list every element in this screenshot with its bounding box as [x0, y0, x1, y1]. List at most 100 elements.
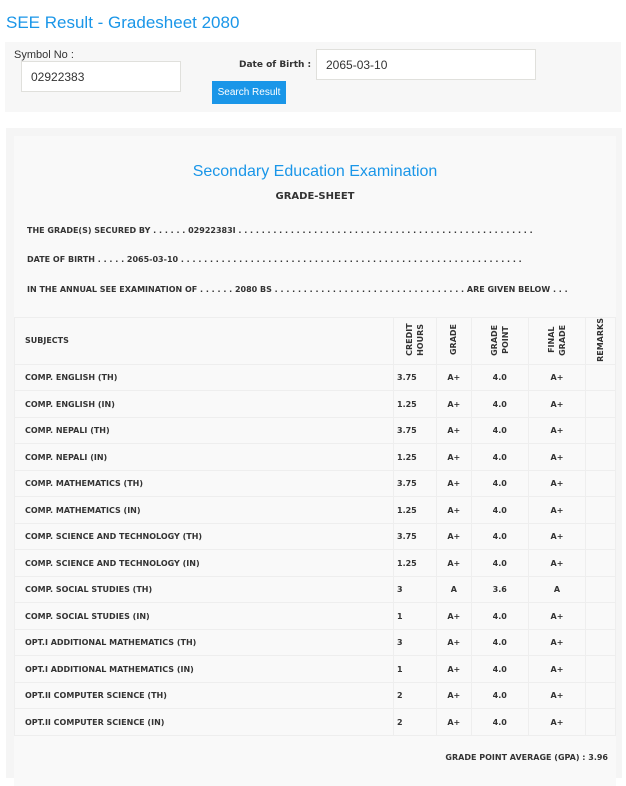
dob-label: Date of Birth : [239, 60, 312, 70]
cell-final: A+ [527, 363, 587, 392]
table-row: COMP. ENGLISH (TH) 3.75 A+ 4.0 A+ [14, 363, 616, 392]
cell-credit: 3.75 [393, 363, 437, 392]
cell-point: 4.0 [470, 522, 529, 551]
cell-final: A+ [527, 628, 587, 657]
cell-subject: COMP. ENGLISH (IN) [14, 390, 394, 418]
cell-grade: A+ [436, 469, 472, 498]
cell-credit: 1 [393, 602, 437, 630]
table-row: COMP. ENGLISH (IN) 1.25 A+ 4.0 A+ [14, 390, 616, 418]
cell-remarks [585, 363, 616, 392]
table-row: COMP. SOCIAL STUDIES (TH) 3 A 3.6 A [14, 575, 616, 604]
gradesheet: Secondary Education Examination GRADE-SH… [14, 136, 616, 786]
cell-credit: 1.25 [393, 390, 437, 418]
column-header-label: CREDIT HOURS [405, 323, 425, 357]
search-result-button[interactable]: Search Result [212, 81, 286, 104]
gradesheet-heading: GRADE-SHEET [275, 191, 355, 202]
exam-line: IN THE ANNUAL SEE EXAMINATION OF . . . .… [27, 285, 568, 294]
cell-grade: A+ [436, 522, 472, 551]
cell-subject: COMP. NEPALI (IN) [14, 443, 394, 471]
cell-remarks [585, 575, 616, 604]
column-header: GRADE POINT [470, 317, 529, 365]
cell-remarks [585, 602, 616, 630]
table-row: COMP. SCIENCE AND TECHNOLOGY (TH) 3.75 A+ 4… [14, 522, 616, 551]
cell-grade: A+ [436, 628, 472, 657]
cell-final: A+ [527, 416, 587, 445]
cell-subject: COMP. MATHEMATICS (TH) [14, 469, 394, 498]
cell-subject: OPT.II COMPUTER SCIENCE (TH) [14, 681, 394, 710]
table-row: COMP. NEPALI (IN) 1.25 A+ 4.0 A+ [14, 443, 616, 471]
table-row: OPT.II COMPUTER SCIENCE (IN) 2 A+ 4.0 A+ [14, 708, 616, 736]
cell-grade: A+ [436, 655, 472, 683]
cell-subject: COMP. SCIENCE AND TECHNOLOGY (TH) [14, 522, 394, 551]
cell-final: A+ [527, 496, 587, 524]
cell-grade: A+ [436, 681, 472, 710]
cell-credit: 2 [393, 708, 437, 736]
cell-remarks [585, 681, 616, 710]
cell-remarks [585, 469, 616, 498]
cell-credit: 3.75 [393, 416, 437, 445]
cell-point: 4.0 [470, 628, 529, 657]
cell-remarks [585, 496, 616, 524]
cell-final: A+ [527, 469, 587, 498]
symbol-label: Symbol No : [14, 49, 74, 61]
cell-subject: OPT.II COMPUTER SCIENCE (IN) [14, 708, 394, 736]
cell-credit: 1 [393, 655, 437, 683]
table-row: COMP. MATHEMATICS (IN) 1.25 A+ 4.0 A+ [14, 496, 616, 524]
cell-point: 4.0 [470, 655, 529, 683]
cell-subject: COMP. SOCIAL STUDIES (TH) [14, 575, 394, 604]
cell-credit: 3.75 [393, 469, 437, 498]
cell-grade: A+ [436, 363, 472, 392]
cell-subject: COMP. SCIENCE AND TECHNOLOGY (IN) [14, 549, 394, 577]
page-title: SEE Result - Gradesheet 2080 [6, 13, 240, 32]
cell-grade: A+ [436, 708, 472, 736]
secured-by-line: THE GRADE(S) SECURED BY . . . . . . 0292… [27, 226, 533, 235]
cell-subject: COMP. MATHEMATICS (IN) [14, 496, 394, 524]
cell-point: 4.0 [470, 602, 529, 630]
cell-subject: COMP. ENGLISH (TH) [14, 363, 394, 392]
cell-point: 4.0 [470, 681, 529, 710]
cell-final: A [527, 575, 587, 604]
cell-final: A+ [527, 602, 587, 630]
cell-remarks [585, 416, 616, 445]
cell-credit: 3 [393, 628, 437, 657]
cell-grade: A [436, 575, 472, 604]
cell-credit: 3.75 [393, 522, 437, 551]
table-row: OPT.I ADDITIONAL MATHEMATICS (TH) 3 A+ 4.0 A… [14, 628, 616, 657]
column-header: GRADE [436, 317, 472, 365]
cell-remarks [585, 655, 616, 683]
cell-final: A+ [527, 655, 587, 683]
table-row: COMP. MATHEMATICS (TH) 3.75 A+ 4.0 A+ [14, 469, 616, 498]
cell-remarks [585, 628, 616, 657]
cell-final: A+ [527, 443, 587, 471]
cell-remarks [585, 708, 616, 736]
cell-remarks [585, 522, 616, 551]
column-header: FINAL GRADE [527, 317, 587, 365]
cell-subject: OPT.I ADDITIONAL MATHEMATICS (TH) [14, 628, 394, 657]
cell-point: 3.6 [470, 575, 529, 604]
cell-credit: 3 [393, 575, 437, 604]
grades-table: SUBJECTS CREDIT HOURS GRADE GRADE POINT FINA… [14, 317, 616, 736]
cell-credit: 2 [393, 681, 437, 710]
cell-remarks [585, 549, 616, 577]
cell-grade: A+ [436, 602, 472, 630]
cell-final: A+ [527, 390, 587, 418]
cell-subject: OPT.I ADDITIONAL MATHEMATICS (IN) [14, 655, 394, 683]
symbol-input[interactable]: 02922383 [21, 61, 181, 92]
column-header-label: REMARKS [596, 318, 606, 362]
table-row: OPT.I ADDITIONAL MATHEMATICS (IN) 1 A+ 4.0 A… [14, 655, 616, 683]
column-header-label: GRADE POINT [489, 324, 510, 356]
cell-remarks [585, 390, 616, 418]
dob-input[interactable]: 2065-03-10 [316, 49, 536, 80]
cell-subject: COMP. SOCIAL STUDIES (IN) [14, 602, 394, 630]
dob-line: DATE OF BIRTH . . . . . 2065-03-10 . . .… [27, 255, 522, 264]
table-row: OPT.II COMPUTER SCIENCE (TH) 2 A+ 4.0 A+ [14, 681, 616, 710]
search-form: Symbol No : 02922383 Date of Birth : 206… [5, 42, 621, 112]
table-row: COMP. NEPALI (TH) 3.75 A+ 4.0 A+ [14, 416, 616, 445]
cell-point: 4.0 [470, 416, 529, 445]
exam-heading: Secondary Education Examination [192, 163, 438, 180]
cell-grade: A+ [436, 443, 472, 471]
table-row: COMP. SOCIAL STUDIES (IN) 1 A+ 4.0 A+ [14, 602, 616, 630]
cell-final: A+ [527, 522, 587, 551]
cell-point: 4.0 [470, 390, 529, 418]
cell-point: 4.0 [470, 363, 529, 392]
